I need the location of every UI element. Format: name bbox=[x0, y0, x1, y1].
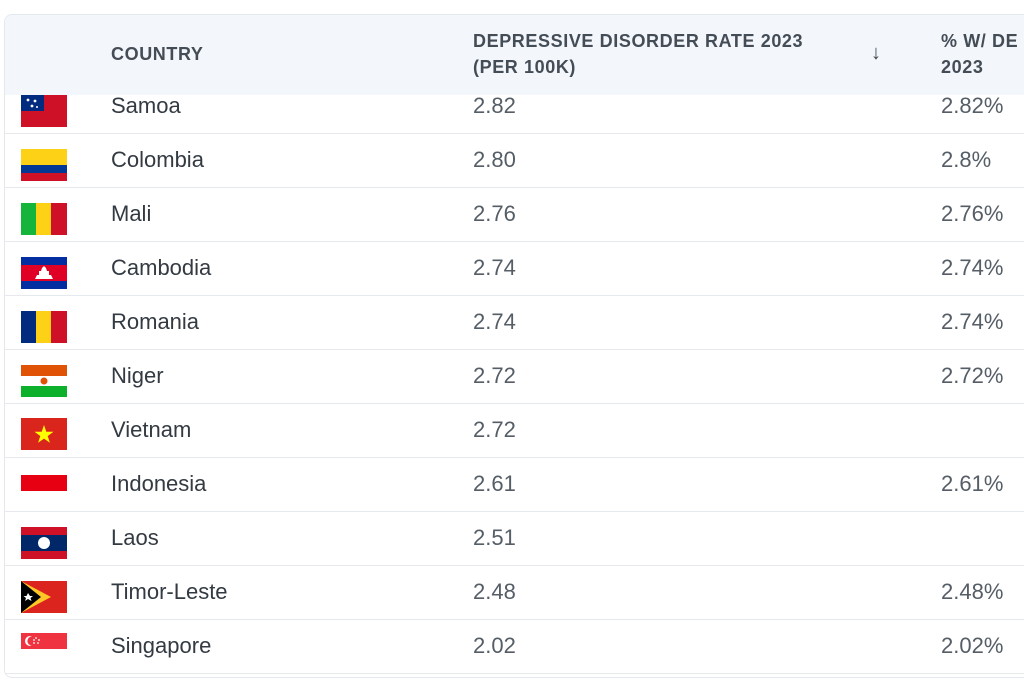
depressive-disorder-rate: 2.51 bbox=[473, 525, 516, 550]
mali-flag-icon bbox=[21, 203, 67, 235]
indonesia-flag-icon bbox=[21, 475, 67, 491]
table-row[interactable]: Niger 2.72 2.72% bbox=[5, 349, 1024, 404]
table-row[interactable]: Romania 2.74 2.74% bbox=[5, 295, 1024, 350]
table-row[interactable]: Singapore 2.02 2.02% bbox=[5, 619, 1024, 674]
country-name: Laos bbox=[111, 525, 159, 550]
column-header-percent[interactable]: % W/ DE 2023 bbox=[941, 28, 1024, 80]
column-header-percent-line1: % W/ DE bbox=[941, 31, 1019, 51]
percent-with-depression: 2.48% bbox=[941, 579, 1004, 604]
column-header-percent-line2: 2023 bbox=[941, 57, 984, 77]
country-name: Vietnam bbox=[111, 417, 192, 442]
percent-with-depression: 2.74% bbox=[941, 309, 1004, 334]
percent-with-depression: 2.74% bbox=[941, 255, 1004, 280]
depressive-disorder-rate: 2.76 bbox=[473, 201, 516, 226]
country-name: Niger bbox=[111, 363, 164, 388]
table-row[interactable]: Timor-Leste 2.48 2.48% bbox=[5, 565, 1024, 620]
table-row[interactable]: Laos 2.51 bbox=[5, 511, 1024, 566]
country-name: Samoa bbox=[111, 93, 181, 118]
vietnam-flag-icon bbox=[21, 418, 67, 450]
depressive-disorder-rate: 2.02 bbox=[473, 633, 516, 658]
percent-with-depression: 2.76% bbox=[941, 201, 1004, 226]
depressive-disorder-rate: 2.48 bbox=[473, 579, 516, 604]
table-row[interactable]: Vietnam 2.72 bbox=[5, 403, 1024, 458]
table-row[interactable]: Samoa 2.82 2.82% bbox=[5, 79, 1024, 134]
country-name: Cambodia bbox=[111, 255, 212, 280]
cambodia-flag-icon bbox=[21, 257, 67, 289]
table-row[interactable]: Indonesia 2.61 2.61% bbox=[5, 457, 1024, 512]
percent-with-depression: 2.72% bbox=[941, 363, 1004, 388]
romania-flag-icon bbox=[21, 311, 67, 343]
percent-with-depression: 2.82% bbox=[941, 93, 1004, 118]
percent-with-depression: 2.8% bbox=[941, 147, 992, 172]
column-header-rate-line2: (PER 100K) bbox=[473, 57, 577, 77]
laos-flag-icon bbox=[21, 527, 67, 559]
singapore-flag-icon bbox=[21, 633, 67, 649]
table-row[interactable]: Mali 2.76 2.76% bbox=[5, 187, 1024, 242]
country-name: Indonesia bbox=[111, 471, 207, 496]
colombia-flag-icon bbox=[21, 149, 67, 181]
depressive-disorder-rate: 2.72 bbox=[473, 363, 516, 388]
arrow-down-icon[interactable]: ↓ bbox=[871, 42, 881, 64]
column-header-rate-line1: DEPRESSIVE DISORDER RATE 2023 bbox=[473, 31, 804, 51]
country-name: Timor-Leste bbox=[111, 579, 228, 604]
data-table: Samoa 2.82 2.82% Colombia 2.80 2.8% Mali 2.76 2.… bbox=[4, 14, 1024, 678]
depressive-disorder-rate: 2.74 bbox=[473, 255, 516, 280]
table-header: COUNTRY DEPRESSIVE DISORDER RATE 2023 (P… bbox=[5, 15, 1024, 95]
percent-with-depression: 2.61% bbox=[941, 471, 1004, 496]
percent-with-depression: 2.02% bbox=[941, 633, 1004, 658]
column-header-country[interactable]: COUNTRY bbox=[111, 44, 204, 64]
column-header-rate[interactable]: DEPRESSIVE DISORDER RATE 2023 (PER 100K) bbox=[473, 28, 853, 80]
depressive-disorder-rate: 2.72 bbox=[473, 417, 516, 442]
country-name: Mali bbox=[111, 201, 152, 226]
table-row[interactable]: Cambodia 2.74 2.74% bbox=[5, 241, 1024, 296]
depressive-disorder-rate: 2.74 bbox=[473, 309, 516, 334]
depressive-disorder-rate: 2.80 bbox=[473, 147, 516, 172]
country-name: Singapore bbox=[111, 633, 212, 658]
niger-flag-icon bbox=[21, 365, 67, 397]
table-row[interactable]: Colombia 2.80 2.8% bbox=[5, 133, 1024, 188]
timor-leste-flag-icon bbox=[21, 581, 67, 613]
country-name: Romania bbox=[111, 309, 200, 334]
depressive-disorder-rate: 2.82 bbox=[473, 93, 516, 118]
country-name: Colombia bbox=[111, 147, 204, 172]
depressive-disorder-rate: 2.61 bbox=[473, 471, 516, 496]
samoa-flag-icon bbox=[21, 95, 67, 127]
